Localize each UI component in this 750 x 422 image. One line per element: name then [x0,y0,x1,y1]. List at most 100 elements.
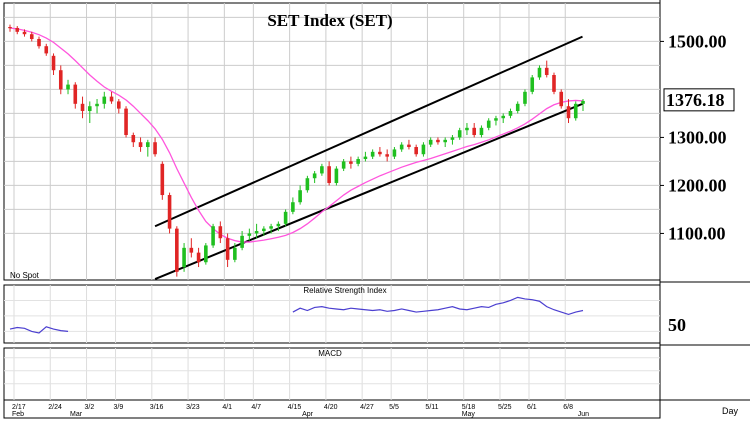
candle-body [298,190,302,203]
candle-body [428,139,433,145]
moving-average-line [9,27,584,243]
x-tick-label: 3/2 [85,404,95,411]
candle-body [370,151,375,157]
candle-body [8,27,12,29]
candle-body [204,245,208,263]
candle-body [29,34,34,40]
x-tick-label: 4/27 [360,404,374,411]
candle-body [450,137,455,140]
x-tick-label: 5/11 [425,404,438,411]
candle-body [254,231,259,234]
candle-body [312,173,317,179]
candle-body [327,166,331,184]
candle-body [247,233,252,236]
candle-body [66,84,70,90]
candle-body [407,144,411,148]
candle-body [44,46,49,54]
candle-body [218,226,223,239]
candle-body [392,149,397,157]
candle-body [472,127,477,136]
candle-body [269,226,273,229]
x-tick-label: 2/17 [12,404,26,411]
candle-body [486,120,491,128]
rsi-title: Relative Strength Index [303,286,386,295]
candle-body [501,115,506,119]
candle-body [225,238,230,260]
x-tick-label: 3/9 [114,404,124,411]
candle-body [537,67,542,78]
candle-body [349,161,353,164]
candle-body [73,84,78,104]
candle-body [283,211,288,224]
candle-body [124,108,128,136]
candle-body [153,142,157,155]
x-tick-label: 5/18 [462,404,476,411]
month-label: Apr [302,411,314,418]
y-tick-label: 1100.00 [668,223,726,243]
candle-body [109,96,114,102]
candle-body [479,127,484,136]
candle-body [196,252,201,263]
last-value-box [663,88,735,112]
candle-body [80,103,85,112]
candle-body [211,226,215,246]
candle-body [320,166,324,174]
candle-body [399,144,404,150]
candle-body [515,103,520,112]
month-label: May [462,411,476,418]
candle-body [51,55,56,71]
month-label: Jun [578,411,589,418]
x-tick-label: 4/20 [324,404,338,411]
candle-body [182,247,186,268]
candle-body [341,161,346,169]
candle-body [189,247,194,253]
candle-body [573,103,578,119]
candle-body [102,96,107,104]
x-tick-label: 4/7 [251,404,261,411]
candle-body [443,139,447,143]
x-tick-label: 2/24 [48,404,62,411]
candle-body [334,168,339,184]
trend-channel-line [154,102,583,280]
x-tick-label: 5/5 [389,404,399,411]
x-tick-label: 4/1 [222,404,232,411]
candle-body [544,67,549,76]
candle-body [138,142,143,148]
candle-body [530,77,535,92]
candle-body [58,70,63,90]
candle-body [581,100,585,104]
candle-body [276,223,281,227]
last-value-label: 1376.18 [666,90,725,110]
candle-body [305,178,310,191]
price-panel-frame [3,2,661,281]
chart-title: SET Index (SET) [267,11,392,30]
candle-body [95,103,99,107]
candle-body [457,130,462,138]
candle-body [146,142,150,148]
month-label: Feb [12,411,24,418]
candle-body [175,228,179,272]
candle-body [262,228,266,232]
candle-body [421,144,426,155]
candle-body [363,156,368,160]
candle-body [385,154,389,157]
candle-body [414,147,418,155]
candle-body [494,118,498,121]
candle-body [22,31,27,35]
no-spot-note: No Spot [10,271,40,280]
candle-body [131,135,136,143]
x-tick-label: 3/23 [186,404,200,411]
candle-body [566,106,571,119]
candle-body [87,106,92,112]
candle-body [167,195,172,229]
candle-body [356,159,360,164]
rsi-tick-label: 50 [668,315,686,335]
x-axis-day-label: Day [722,406,739,416]
rsi-line [292,296,584,316]
candle-body [559,91,564,107]
rsi-line [9,326,69,334]
macd-title: MACD [318,349,342,358]
candle-body [37,39,41,47]
x-tick-label: 6/8 [563,404,573,411]
